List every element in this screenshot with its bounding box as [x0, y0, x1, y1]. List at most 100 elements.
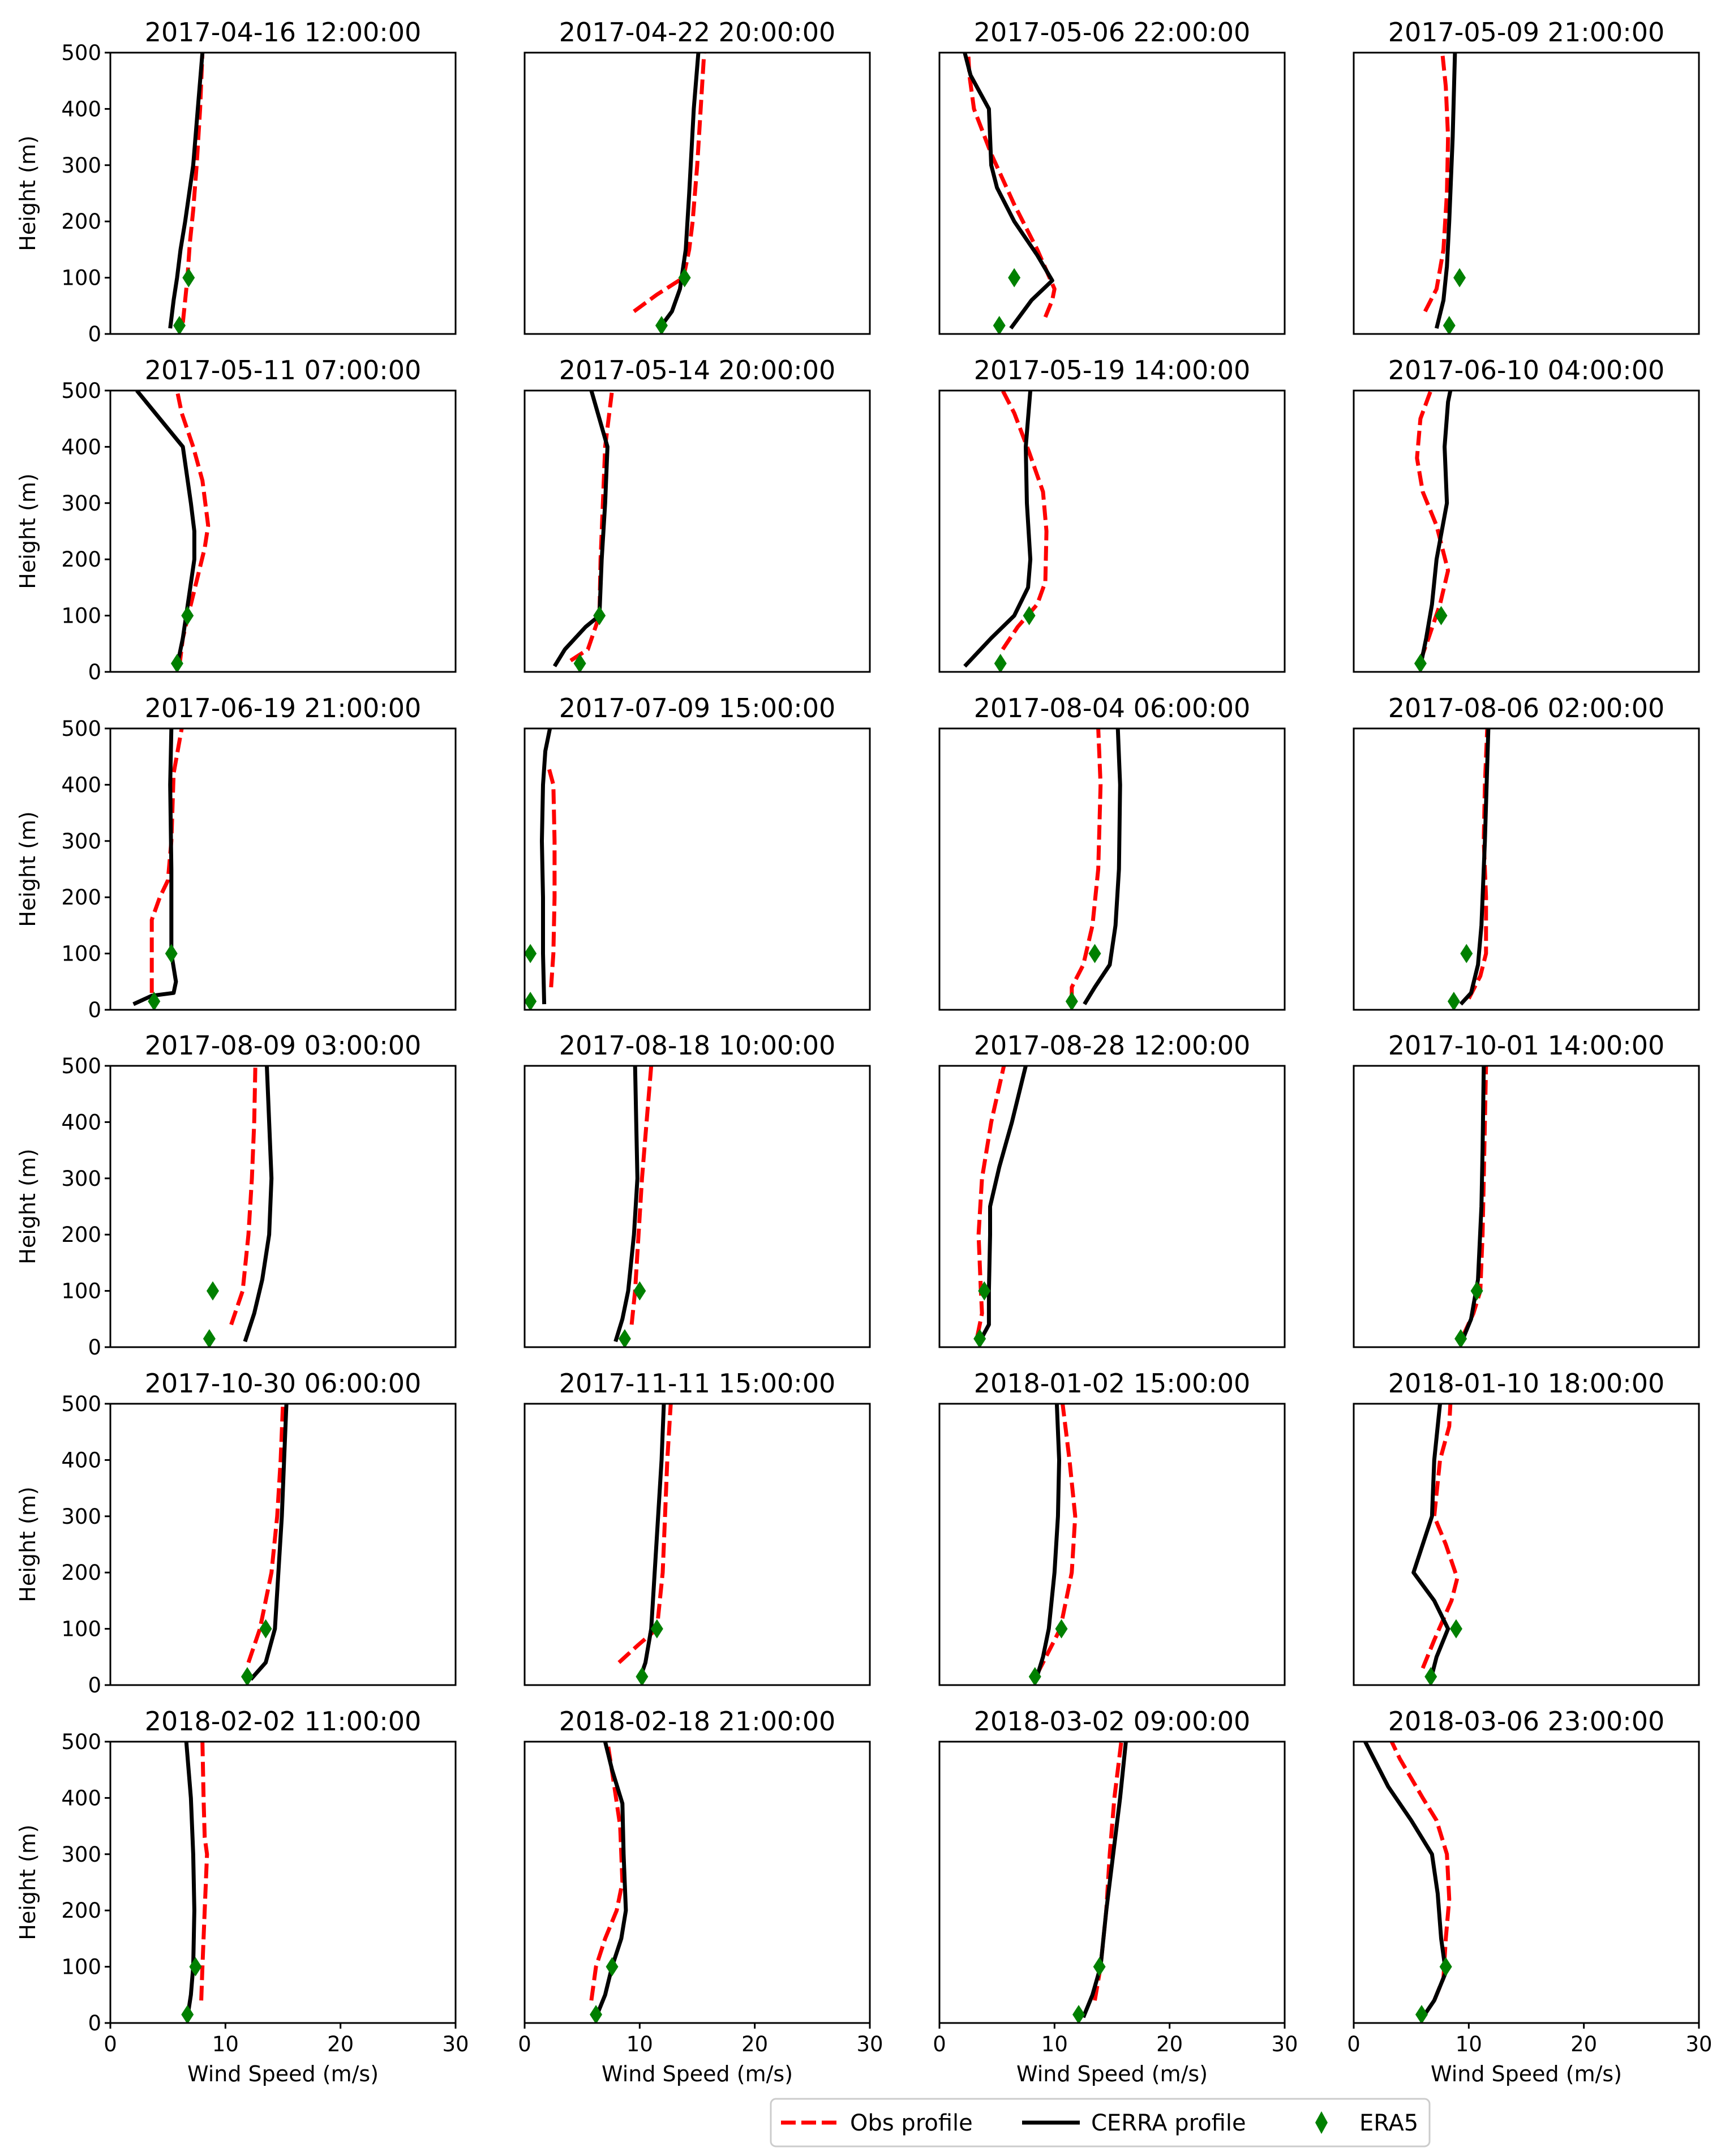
panel-title: 2017-08-18 10:00:00 [559, 1030, 836, 1061]
y-tick-label: 300 [61, 491, 101, 516]
panel-frame [938, 1403, 1286, 1686]
obs-profile-line [975, 1066, 1006, 1336]
y-tick-label: 100 [61, 1955, 101, 1979]
panel-series [168, 53, 205, 334]
era5-point [173, 316, 186, 334]
x-tick-label: 0 [104, 2032, 117, 2056]
panel-frame [1353, 1065, 1700, 1348]
era5-point [181, 2005, 194, 2023]
era5-point [1424, 1667, 1437, 1685]
y-tick-label: 400 [61, 1110, 101, 1134]
x-tick-label: 30 [856, 2032, 883, 2056]
panel-4: 2017-05-09 21:00:00 [1353, 17, 1700, 335]
panel-series [633, 53, 706, 334]
y-tick-label: 500 [61, 379, 101, 403]
era5-point [1435, 606, 1448, 625]
cerra-profile-line [1363, 1742, 1448, 2019]
y-tick-label: 200 [61, 885, 101, 910]
cerra-profile-line [184, 1742, 196, 2018]
y-axis-label: Height (m) [15, 1148, 40, 1264]
panel-series [1454, 1066, 1488, 1347]
y-tick-label: 100 [61, 1617, 101, 1641]
panel-series [525, 728, 557, 1010]
panel-series [1065, 728, 1122, 1010]
cerra-profile-line [963, 53, 1054, 330]
era5-point [182, 268, 195, 288]
cerra-profile-line [1418, 391, 1453, 667]
legend: Obs profile CERRA profile ERA5 [770, 2098, 1431, 2148]
x-axis-label: Wind Speed (m/s) [602, 2061, 793, 2086]
obs-profile-line [1420, 1404, 1460, 1669]
era5-point [606, 1957, 619, 1977]
y-tick-label: 400 [61, 773, 101, 797]
panel-title: 2017-05-11 07:00:00 [145, 355, 422, 385]
panel-title: 2018-02-02 11:00:00 [145, 1706, 422, 1737]
era5-point [978, 1281, 991, 1301]
y-tick-label: 500 [61, 1392, 101, 1416]
x-tick-label: 10 [1456, 2032, 1482, 2056]
panel-1: 2017-04-16 12:00:00 0 100 200 300 400 500 Heigh… [15, 17, 457, 346]
panel-title: 2017-05-14 20:00:00 [559, 355, 836, 385]
panels: 2017-04-16 12:00:000100200300400500Heigh… [15, 17, 1713, 2086]
y-tick-label: 300 [61, 1842, 101, 1867]
obs-profile-line [199, 1742, 209, 2001]
y-tick-label: 0 [88, 660, 101, 684]
legend-era5-marker [1315, 2111, 1328, 2134]
legend-era5-label: ERA5 [1359, 2110, 1418, 2136]
y-tick-label: 100 [61, 1279, 101, 1304]
obs-profile-line [633, 53, 706, 314]
era5-point [1439, 1957, 1452, 1977]
panel-series [132, 728, 184, 1010]
legend-frame [770, 2098, 1431, 2148]
panel-title: 2017-06-10 04:00:00 [1388, 355, 1665, 385]
panel-frame [938, 52, 1286, 335]
panel-frame [938, 727, 1286, 1011]
panel-frame [1353, 727, 1700, 1011]
obs-profile-line [547, 767, 557, 988]
panel-frame [1353, 1403, 1700, 1686]
panel-series [203, 1066, 274, 1347]
cerra-profile-line [1459, 728, 1491, 1006]
era5-point [525, 944, 537, 963]
era5-point [636, 1667, 649, 1685]
panel-18: 2017-11-11 15:00:00 [523, 1368, 871, 1686]
era5-point [1088, 944, 1101, 963]
y-tick-label: 100 [61, 942, 101, 966]
panel-12: 2017-08-06 02:00:00 [1353, 693, 1700, 1011]
x-axis-label: Wind Speed (m/s) [1431, 2061, 1622, 2086]
obs-profile-line [617, 1404, 673, 1664]
cerra-profile-line [613, 1066, 640, 1343]
panel-11: 2017-08-04 06:00:00 [938, 693, 1286, 1011]
era5-point [1028, 1667, 1041, 1685]
panel-title: 2017-10-01 14:00:00 [1388, 1030, 1665, 1061]
era5-point [973, 1329, 986, 1347]
y-tick-label: 0 [88, 322, 101, 346]
cerra-profile-line [249, 1404, 289, 1681]
panel-title: 2017-04-16 12:00:00 [145, 17, 422, 48]
x-axis-label: Wind Speed (m/s) [1016, 2061, 1208, 2086]
era5-point [525, 992, 537, 1010]
panel-10: 2017-07-09 15:00:00 [523, 693, 871, 1011]
obs-profile-line [589, 1742, 625, 2001]
panel-19: 2018-01-02 15:00:00 [938, 1368, 1286, 1686]
panel-series [1411, 1404, 1462, 1685]
y-tick-label: 400 [61, 435, 101, 459]
cerra-profile-line [132, 728, 178, 1006]
panel-title: 2017-06-19 21:00:00 [145, 693, 422, 723]
panel-frame [938, 389, 1286, 673]
panel-series [181, 1742, 209, 2023]
panel-frame [109, 727, 457, 1011]
legend-cerra-label: CERRA profile [1091, 2110, 1246, 2136]
panel-frame [938, 1741, 1286, 2024]
era5-point [1093, 1957, 1106, 1977]
panel-series [589, 1742, 628, 2023]
cerra-profile-line [1411, 1404, 1450, 1680]
era5-point [1453, 268, 1466, 288]
x-tick-label: 20 [327, 2032, 354, 2056]
panel-14: 2017-08-18 10:00:00 [523, 1030, 871, 1348]
x-tick-label: 20 [1156, 2032, 1183, 2056]
era5-point [1414, 654, 1427, 672]
y-tick-label: 400 [61, 97, 101, 121]
obs-profile-line [175, 391, 211, 667]
panel-frame [523, 52, 871, 335]
